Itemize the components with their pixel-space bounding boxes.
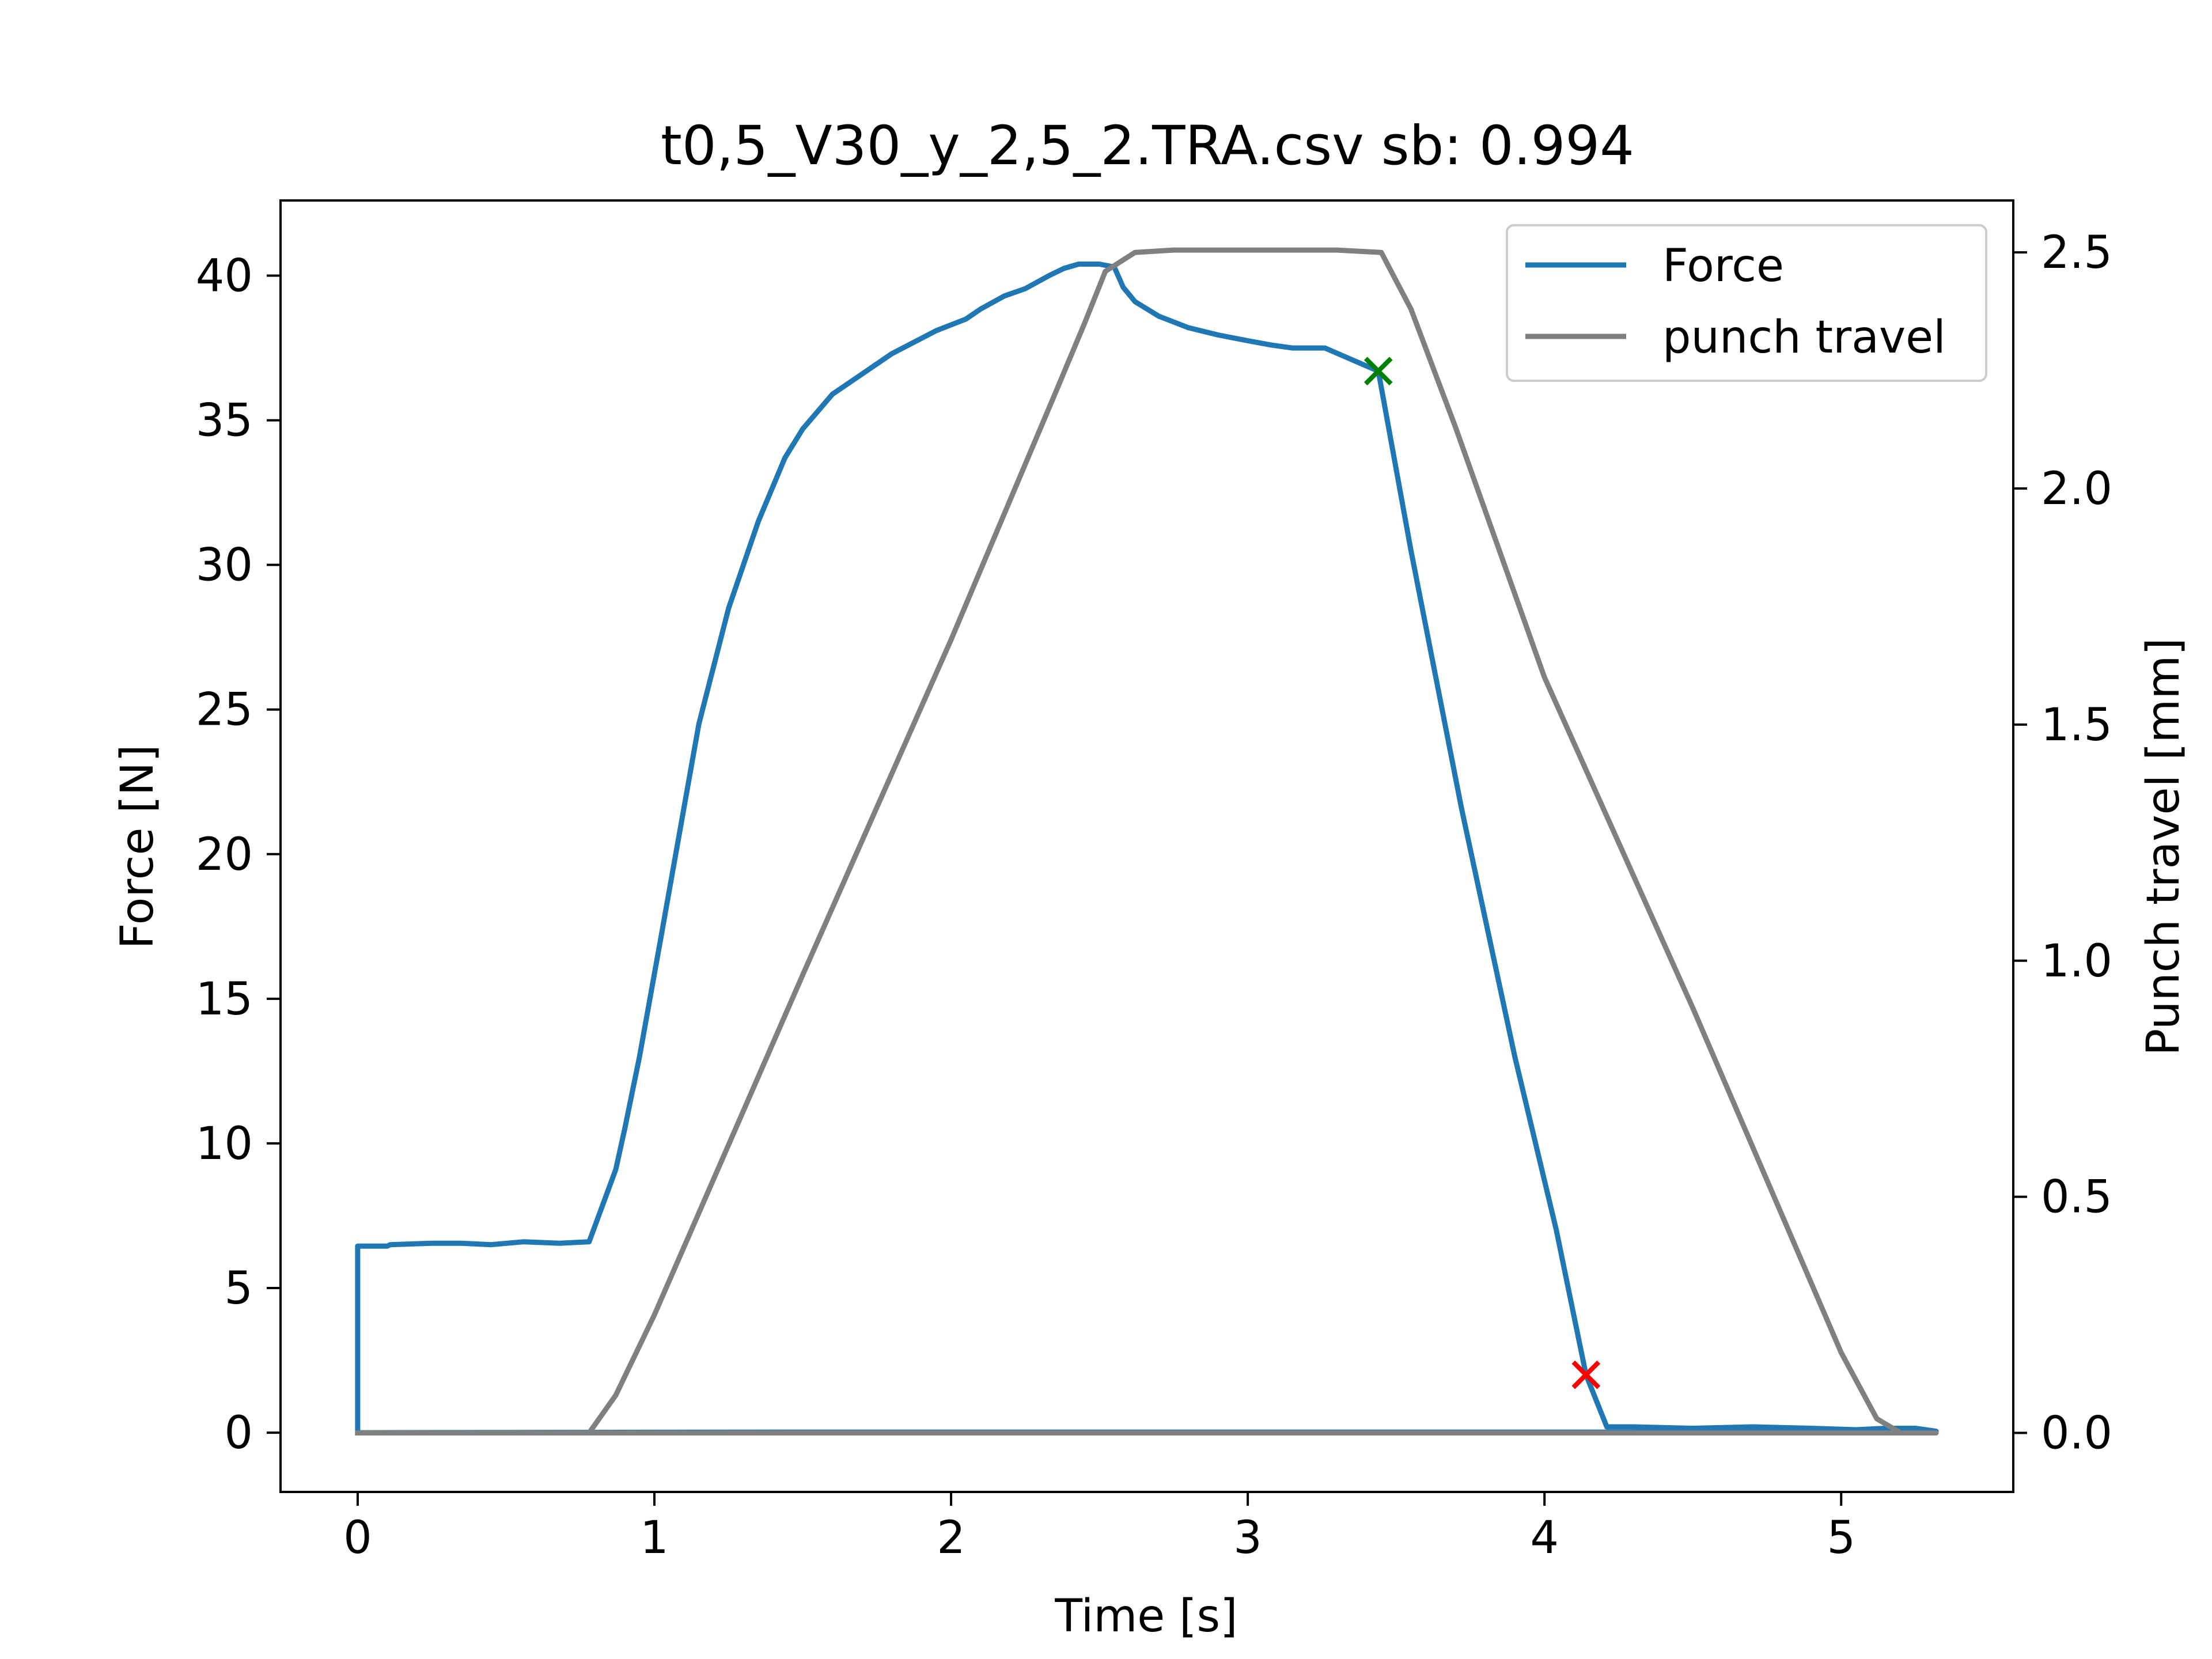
x-tick-label: 5 [1827,1512,1855,1564]
marker-red-x [1571,1360,1601,1389]
marker-layer [1363,357,1601,1389]
y2-tick-label: 1.5 [2041,699,2112,751]
x-tick-label: 3 [1233,1512,1262,1564]
legend-label-force: Force [1662,240,1784,292]
y2-axis-label: Punch travel [mm] [2138,638,2190,1056]
legend: Force punch travel [1506,224,1987,382]
y2-tick-label: 1.0 [2041,935,2112,987]
y-axis-right: 0.0 0.5 1.0 1.5 2.0 2.5 [2013,227,2112,1460]
y-tick-label: 15 [196,974,253,1025]
y-tick-label: 5 [224,1263,253,1315]
y-tick-label: 0 [224,1407,253,1459]
marker-green-x [1363,357,1393,386]
y-axis-label: Force [N] [112,744,164,949]
y2-tick-label: 2.0 [2041,463,2112,515]
series-layer [355,247,1939,1435]
chart-title: t0,5_V30_y_2,5_2.TRA.csv sb: 0.994 [661,115,1634,177]
y2-tick-label: 0.5 [2041,1172,2112,1224]
y-tick-label: 40 [196,251,253,302]
x-tick-label: 4 [1530,1512,1559,1564]
x-axis-label: Time [s] [1054,1590,1237,1642]
plot-frame [279,199,2014,1493]
legend-box [1506,224,1987,382]
y-tick-label: 35 [196,395,253,447]
x-tick-label: 2 [937,1512,965,1564]
series-line-punch-travel [355,247,1939,1435]
series-line-force [355,262,1939,1435]
y-tick-label: 10 [196,1118,253,1170]
y-tick-label: 20 [196,829,253,881]
x-axis: 0 1 2 3 4 5 [343,1492,1855,1564]
legend-label-punch-travel: punch travel [1662,312,1946,363]
y2-tick-label: 0.0 [2041,1408,2112,1460]
y-tick-label: 25 [196,684,253,736]
x-tick-label: 1 [640,1512,669,1564]
y2-tick-label: 2.5 [2041,227,2112,279]
y-axis-left: 0 5 10 15 20 25 30 35 40 [196,251,281,1459]
y-tick-label: 30 [196,540,253,592]
x-tick-label: 0 [343,1512,372,1564]
